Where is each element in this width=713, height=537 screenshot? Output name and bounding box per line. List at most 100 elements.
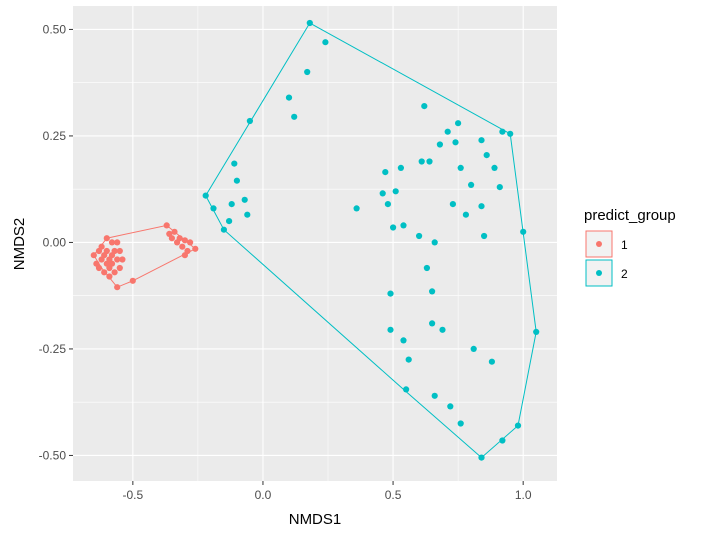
point-group-2 <box>478 454 485 461</box>
legend-title: predict_group <box>584 207 676 224</box>
point-group-2 <box>426 158 433 165</box>
point-group-2 <box>499 437 506 444</box>
point-group-2 <box>285 94 293 101</box>
y-tick-label: 0.50 <box>43 22 67 36</box>
point-group-2 <box>439 326 446 333</box>
point-group-2 <box>431 239 438 246</box>
point-group-2 <box>220 226 227 233</box>
point-group-2 <box>392 188 399 195</box>
point-group-2 <box>421 103 428 110</box>
point-group-2 <box>291 113 298 120</box>
point-group-2 <box>478 203 485 210</box>
point-group-2 <box>241 196 248 203</box>
y-tick-label: 0.25 <box>43 129 67 143</box>
point-group-1 <box>108 260 116 267</box>
y-axis-title: NMDS2 <box>11 218 28 271</box>
point-group-1 <box>119 256 126 263</box>
point-group-2 <box>491 164 498 171</box>
point-group-2 <box>429 288 436 295</box>
point-group-2 <box>246 117 253 125</box>
x-tick-label: 0.0 <box>255 488 272 502</box>
legend-label-2: 2 <box>621 267 628 281</box>
point-group-2 <box>244 211 251 218</box>
y-tick-label: -0.50 <box>39 448 67 462</box>
point-group-2 <box>387 290 394 297</box>
point-group-1 <box>111 247 118 255</box>
point-group-1 <box>103 247 110 255</box>
point-group-2 <box>304 68 311 76</box>
point-group-2 <box>470 345 477 352</box>
point-group-1 <box>163 222 170 229</box>
point-group-1 <box>114 239 121 246</box>
legend-entry-1: 1 <box>585 230 628 258</box>
x-tick-label: 0.5 <box>385 488 402 502</box>
point-group-2 <box>228 201 235 208</box>
point-group-2 <box>457 164 464 171</box>
points-layer <box>90 19 540 461</box>
point-group-2 <box>457 420 464 427</box>
point-group-2 <box>488 358 495 365</box>
point-group-1 <box>98 243 105 250</box>
point-group-2 <box>233 177 240 184</box>
point-group-2 <box>533 328 540 335</box>
point-group-1 <box>171 228 178 235</box>
point-group-1 <box>95 264 103 272</box>
legend: predict_group 1 2 <box>584 207 676 287</box>
point-group-2 <box>384 201 391 208</box>
point-group-2 <box>496 184 503 191</box>
point-group-1 <box>101 269 108 276</box>
point-group-1 <box>181 237 188 244</box>
point-group-2 <box>353 205 360 212</box>
point-group-1 <box>106 273 113 280</box>
y-tick-label: 0.00 <box>43 235 67 249</box>
point-group-2 <box>306 19 313 27</box>
point-group-1 <box>114 284 121 291</box>
x-tick-label: 1.0 <box>515 488 532 502</box>
point-group-1 <box>111 269 118 276</box>
point-group-2 <box>390 224 397 231</box>
point-group-2 <box>436 141 443 148</box>
point-group-1 <box>90 252 97 259</box>
y-tick-label: -0.25 <box>39 342 67 356</box>
point-group-1 <box>116 264 123 272</box>
point-group-2 <box>455 120 462 127</box>
point-group-2 <box>202 192 209 199</box>
point-group-2 <box>387 326 394 333</box>
plot-panel <box>73 6 557 481</box>
y-axis-ticks: -0.50 -0.25 0.00 0.25 0.50 <box>39 22 73 462</box>
point-group-1 <box>116 247 123 255</box>
point-group-2 <box>226 218 233 225</box>
point-group-2 <box>397 164 404 171</box>
point-group-2 <box>478 137 485 144</box>
point-group-1 <box>179 243 186 250</box>
point-group-2 <box>447 403 454 410</box>
point-group-1 <box>129 277 136 284</box>
point-group-2 <box>514 422 522 429</box>
legend-marker-1 <box>596 241 602 247</box>
point-group-2 <box>507 130 514 137</box>
point-group-2 <box>400 222 407 229</box>
point-group-2 <box>449 201 456 208</box>
legend-entry-2: 2 <box>585 259 628 287</box>
legend-label-1: 1 <box>621 238 628 252</box>
point-group-1 <box>108 239 116 246</box>
point-group-2 <box>452 139 459 146</box>
point-group-1 <box>187 239 194 246</box>
point-group-1 <box>184 247 191 255</box>
point-group-2 <box>499 128 506 135</box>
point-group-2 <box>483 152 490 159</box>
point-group-2 <box>481 232 488 240</box>
point-group-2 <box>405 356 412 363</box>
x-axis-title: NMDS1 <box>289 511 342 528</box>
point-group-2 <box>431 392 438 399</box>
point-group-2 <box>382 169 389 176</box>
point-group-2 <box>444 128 451 135</box>
point-group-2 <box>403 386 410 393</box>
point-group-2 <box>520 228 527 235</box>
grid-minor <box>73 6 557 481</box>
point-group-1 <box>192 245 199 252</box>
point-group-2 <box>418 158 425 165</box>
point-group-2 <box>423 264 430 272</box>
point-group-1 <box>114 256 121 263</box>
